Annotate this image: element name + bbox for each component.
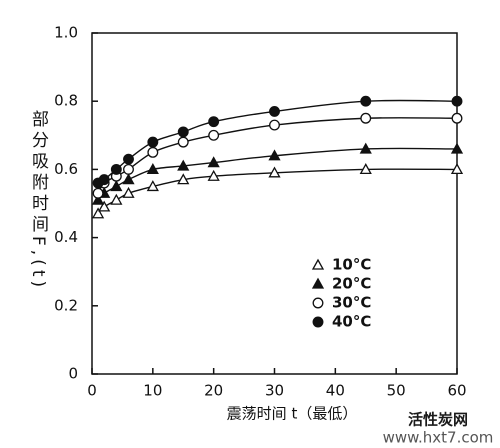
marker bbox=[451, 95, 463, 107]
marker bbox=[123, 163, 134, 175]
watermark-url: www.hxt7.com bbox=[383, 429, 494, 447]
x-tick-label: 10 bbox=[143, 382, 162, 400]
legend-marker bbox=[311, 277, 325, 289]
marker bbox=[360, 95, 372, 107]
marker bbox=[122, 186, 135, 198]
marker bbox=[110, 163, 122, 175]
y-tick-label: 1.0 bbox=[54, 24, 78, 42]
marker bbox=[110, 193, 123, 205]
legend-marker bbox=[311, 258, 325, 270]
marker bbox=[207, 169, 220, 181]
legend-label: 30°C bbox=[332, 294, 371, 312]
marker bbox=[269, 119, 280, 131]
y-axis-label: 部分吸附时间F,(t) bbox=[28, 110, 49, 291]
marker bbox=[91, 207, 105, 219]
legend-marker bbox=[312, 316, 324, 328]
marker bbox=[177, 173, 190, 185]
series-line bbox=[97, 168, 458, 215]
marker bbox=[451, 112, 463, 124]
marker bbox=[146, 180, 159, 192]
legend-label: 10°C bbox=[332, 256, 371, 274]
marker bbox=[208, 116, 220, 128]
y-tick-label: 0.6 bbox=[54, 160, 78, 178]
plot-frame bbox=[91, 32, 458, 375]
marker bbox=[450, 142, 464, 154]
legend-label: 20°C bbox=[332, 275, 371, 293]
marker bbox=[147, 146, 159, 158]
marker bbox=[98, 200, 111, 212]
marker bbox=[208, 129, 220, 141]
y-tick-label: 0.8 bbox=[54, 92, 78, 110]
x-tick-label: 30 bbox=[265, 382, 284, 400]
x-tick-label: 60 bbox=[447, 382, 466, 400]
marker bbox=[359, 163, 372, 175]
marker bbox=[91, 193, 105, 205]
y-tick-label: 0.4 bbox=[54, 228, 78, 246]
marker bbox=[123, 153, 134, 165]
marker bbox=[122, 173, 135, 185]
y-tick-label: 0.2 bbox=[54, 296, 78, 314]
x-tick-label: 50 bbox=[387, 382, 406, 400]
marker bbox=[359, 142, 372, 154]
legend-label: 40°C bbox=[332, 313, 371, 331]
marker bbox=[146, 163, 159, 175]
marker bbox=[177, 126, 189, 138]
x-tick-label: 0 bbox=[87, 382, 97, 400]
marker bbox=[268, 166, 281, 178]
series-line bbox=[97, 117, 458, 194]
marker bbox=[269, 105, 280, 117]
legend-marker bbox=[312, 297, 324, 309]
marker bbox=[360, 112, 372, 124]
marker bbox=[207, 156, 220, 168]
x-axis-label: 震荡时间 t（最低） bbox=[227, 405, 358, 423]
marker bbox=[268, 149, 281, 161]
y-tick-label: 0 bbox=[68, 365, 78, 383]
marker bbox=[450, 163, 464, 175]
marker bbox=[177, 159, 190, 171]
marker bbox=[92, 187, 104, 199]
marker bbox=[110, 180, 123, 192]
series-line bbox=[97, 147, 458, 201]
x-tick-label: 40 bbox=[326, 382, 345, 400]
watermark-title: 活性炭网 bbox=[408, 411, 468, 429]
series-line bbox=[97, 99, 458, 184]
marker bbox=[147, 136, 159, 148]
marker bbox=[98, 174, 110, 186]
marker bbox=[177, 136, 189, 148]
x-tick-label: 20 bbox=[204, 382, 223, 400]
